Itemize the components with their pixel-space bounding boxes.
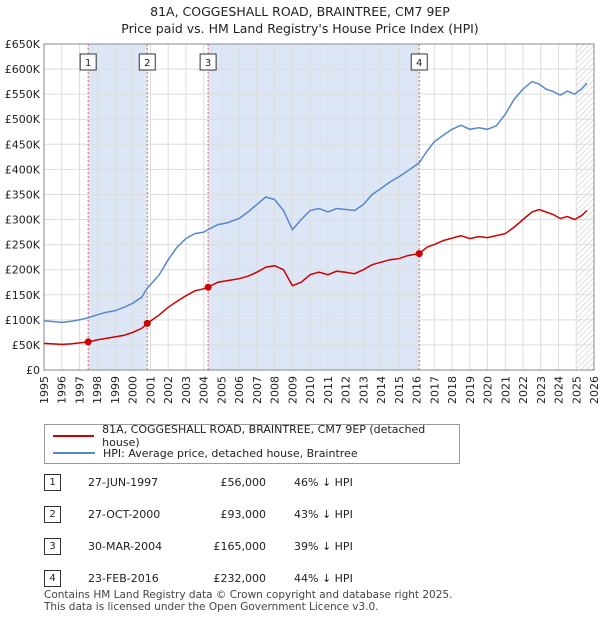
sale-point-1 <box>84 338 92 346</box>
x-tick-label: 2002 <box>162 376 175 404</box>
y-tick-label: £650K <box>5 38 41 51</box>
y-tick-label: £400K <box>5 163 41 176</box>
shaded-period-1 <box>88 44 148 370</box>
table-row: 2 27-OCT-2000 £93,000 43% ↓ HPI <box>44 504 564 526</box>
x-tick-label: 2018 <box>446 376 459 404</box>
x-tick-label: 1996 <box>56 376 69 404</box>
x-tick-label: 2007 <box>251 376 264 404</box>
plot-frame <box>43 43 595 371</box>
footer: Contains HM Land Registry data © Crown c… <box>44 589 452 613</box>
x-tick-label: 2011 <box>322 376 335 404</box>
sale-point-3 <box>204 283 212 291</box>
sale-number-badge: 4 <box>44 570 61 587</box>
y-tick-label: £0 <box>26 364 40 377</box>
sale-hpi-diff: 43% ↓ HPI <box>294 508 353 521</box>
legend: 81A, COGGESHALL ROAD, BRAINTREE, CM7 9EP… <box>44 423 460 464</box>
x-tick-label: 2019 <box>464 376 477 404</box>
x-tick-label: 2025 <box>570 376 583 404</box>
footer-copyright: Contains HM Land Registry data © Crown c… <box>44 589 453 601</box>
sale-hpi-diff: 39% ↓ HPI <box>294 540 353 553</box>
sale-badge-label-2: 2 <box>144 58 150 69</box>
sale-badge-label-3: 3 <box>205 58 211 69</box>
x-tick-label: 2024 <box>553 376 566 404</box>
sale-price: £232,000 <box>213 572 267 585</box>
x-tick-label: 2006 <box>233 376 246 404</box>
legend-swatch-hpi <box>53 452 95 454</box>
footer-licence: This data is licensed under the Open Gov… <box>44 601 379 613</box>
x-tick-label: 2020 <box>482 376 495 404</box>
sale-badge-label-1: 1 <box>85 58 91 69</box>
x-tick-label: 2017 <box>428 376 441 404</box>
x-tick-label: 2022 <box>517 376 530 404</box>
x-tick-label: 2005 <box>215 376 228 404</box>
y-tick-label: £50K <box>12 339 41 352</box>
sale-date: 23-FEB-2016 <box>88 572 159 585</box>
x-tick-label: 2009 <box>286 376 299 404</box>
table-row: 3 30-MAR-2004 £165,000 39% ↓ HPI <box>44 536 564 558</box>
x-tick-label: 2008 <box>269 376 282 404</box>
chart-title: 81A, COGGESHALL ROAD, BRAINTREE, CM7 9EP <box>150 4 450 19</box>
y-tick-label: £500K <box>5 113 41 126</box>
sale-badge-label-4: 4 <box>416 58 422 69</box>
sale-point-4 <box>415 250 423 258</box>
sale-badge-1 <box>79 53 97 71</box>
legend-swatch-property <box>53 435 95 437</box>
x-tick-label: 2010 <box>304 376 317 404</box>
x-tick-label: 1995 <box>38 376 51 404</box>
x-tick-label: 2023 <box>535 376 548 404</box>
sale-badge-2 <box>138 53 156 71</box>
sale-number-badge: 1 <box>44 474 61 491</box>
price-chart: £0 £50K £100K £150K £200K £250K £300K £350K £400… <box>5 38 600 404</box>
chart-subtitle: Price paid vs. HM Land Registry's House … <box>121 21 479 36</box>
x-tick-label: 1997 <box>73 376 86 404</box>
x-tick-label: 2003 <box>180 376 193 404</box>
sale-badge-3 <box>199 53 217 71</box>
x-tick-label: 2001 <box>144 376 157 404</box>
y-tick-label: £250K <box>5 239 41 252</box>
x-tick-label: 2004 <box>198 376 211 404</box>
x-tick-label: 2014 <box>375 376 388 404</box>
y-tick-label: £600K <box>5 63 41 76</box>
hpi-line <box>43 80 588 324</box>
sale-date: 27-JUN-1997 <box>88 476 159 489</box>
table-row: 4 23-FEB-2016 £232,000 44% ↓ HPI <box>44 568 564 590</box>
sale-hpi-diff: 46% ↓ HPI <box>294 476 353 489</box>
sale-date: 27-OCT-2000 <box>88 508 161 521</box>
shaded-period-2 <box>208 44 420 370</box>
x-tick-label: 2000 <box>127 376 140 404</box>
sale-hpi-diff: 44% ↓ HPI <box>294 572 353 585</box>
y-tick-label: £100K <box>5 314 41 327</box>
y-tick-label: £550K <box>5 88 41 101</box>
x-tick-label: 2021 <box>499 376 512 404</box>
y-tick-label: £350K <box>5 188 41 201</box>
y-tick-label: £200K <box>5 264 41 277</box>
sale-badge-4 <box>410 53 428 71</box>
x-tick-label: 2026 <box>588 376 600 404</box>
y-tick-label: £150K <box>5 289 41 302</box>
y-tick-label: £300K <box>5 214 41 227</box>
y-tick-label: £450K <box>5 138 41 151</box>
sale-number-badge: 3 <box>44 538 61 555</box>
legend-item-property: 81A, COGGESHALL ROAD, BRAINTREE, CM7 9EP… <box>53 423 459 449</box>
legend-label-hpi: HPI: Average price, detached house, Brai… <box>103 446 358 460</box>
future-period-hatch <box>576 44 594 370</box>
x-tick-label: 2016 <box>411 376 424 404</box>
property-price-line <box>43 208 588 346</box>
sale-price: £165,000 <box>213 540 267 553</box>
x-tick-label: 1998 <box>91 376 104 404</box>
sale-point-2 <box>143 319 151 327</box>
x-tick-label: 2013 <box>357 376 370 404</box>
sale-number-badge: 2 <box>44 506 61 523</box>
x-tick-label: 2015 <box>393 376 406 404</box>
table-row: 1 27-JUN-1997 £56,000 46% ↓ HPI <box>44 472 564 494</box>
sale-date: 30-MAR-2004 <box>88 540 163 553</box>
sale-price: £93,000 <box>220 508 267 521</box>
legend-label-property: 81A, COGGESHALL ROAD, BRAINTREE, CM7 9EP… <box>102 423 426 449</box>
sale-price: £56,000 <box>220 476 267 489</box>
x-tick-label: 2012 <box>340 376 353 404</box>
x-tick-label: 1999 <box>109 376 122 404</box>
legend-item-hpi: HPI: Average price, detached house, Brai… <box>53 445 358 461</box>
